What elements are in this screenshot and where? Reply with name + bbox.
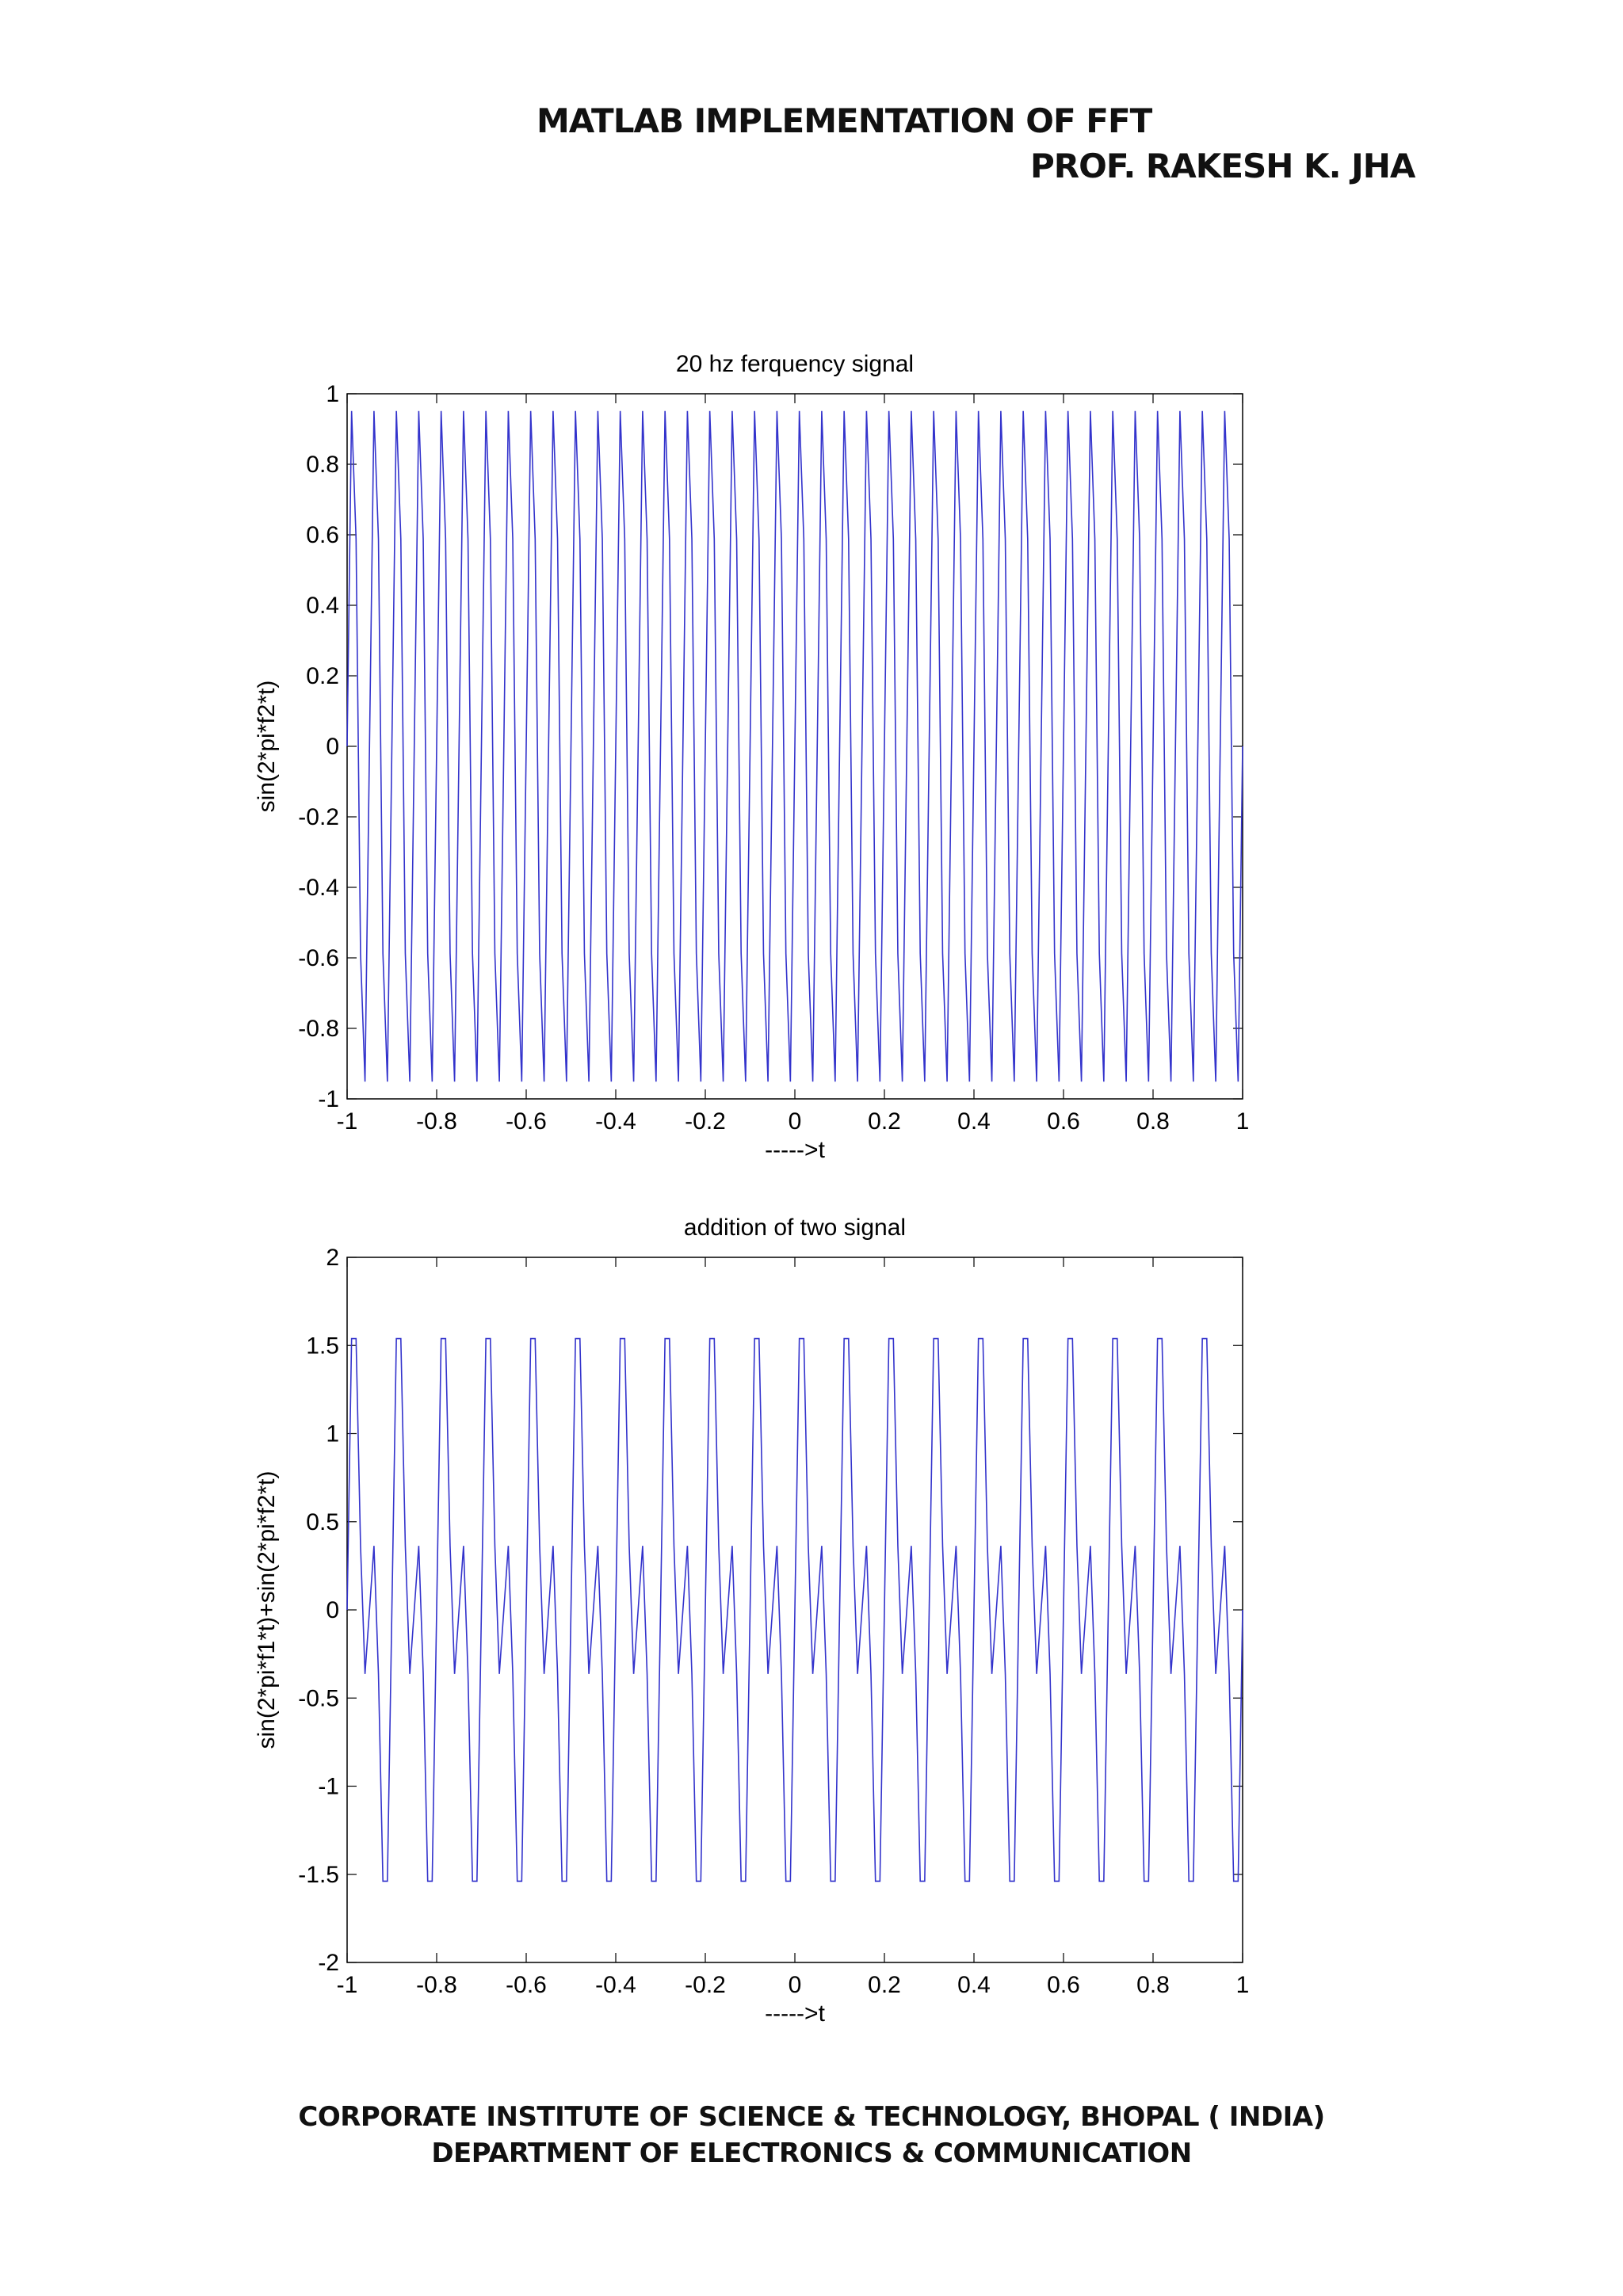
document-title: MATLAB IMPLEMENTATION OF FFT <box>537 101 1152 140</box>
x-tick-label: 0.2 <box>868 1972 901 1998</box>
chart-title: addition of two signal <box>684 1215 906 1241</box>
y-tick-label: -2 <box>318 1950 339 1976</box>
x-tick-label: -0.6 <box>506 1972 547 1998</box>
x-tick-label: -0.2 <box>685 1108 726 1135</box>
y-axis-label: sin(2*pi*f1*t)+sin(2*pi*f2*t) <box>254 1470 280 1749</box>
y-tick-label: -0.8 <box>298 1016 339 1042</box>
x-tick-label: 0.4 <box>957 1108 991 1135</box>
x-tick-label: -1 <box>337 1108 358 1135</box>
x-tick-label: -0.4 <box>595 1108 636 1135</box>
x-tick-label: -0.8 <box>416 1108 457 1135</box>
y-tick-label: 1 <box>326 1421 339 1447</box>
y-tick-label: -0.5 <box>298 1685 339 1711</box>
series-line <box>346 410 1243 1082</box>
y-tick-label: 2 <box>326 1245 339 1271</box>
x-tick-label: 1 <box>1236 1972 1250 1998</box>
footer-institute: CORPORATE INSTITUTE OF SCIENCE & TECHNOL… <box>298 2101 1325 2133</box>
x-tick-label: 0.4 <box>957 1972 991 1998</box>
y-axis-label: sin(2*pi*f2*t) <box>254 681 280 813</box>
series-line <box>346 1337 1243 1882</box>
x-tick-label: -1 <box>337 1972 358 1998</box>
y-tick-label: 0.4 <box>306 593 339 619</box>
x-tick-label: 1 <box>1236 1108 1250 1135</box>
y-tick-label: 0.6 <box>306 522 339 548</box>
chart-title: 20 hz ferquency signal <box>676 351 914 377</box>
y-tick-label: 0.8 <box>306 452 339 478</box>
chart-addition-of-two-signal: -1 -0.8 -0.6 -0.4 -0.2 0 0.2 0.4 0.6 0.8 1 -2 -1.5 -1… <box>254 1215 1250 2027</box>
chart-20hz-signal: -1 -0.8 -0.6 -0.4 -0.2 0 0.2 0.4 0.6 0.8 1 -1 -0.8 -0… <box>254 351 1250 1163</box>
x-tick-label: -0.6 <box>506 1108 547 1135</box>
x-axis-label: ----->t <box>765 1137 825 1163</box>
y-tick-label: -1 <box>318 1774 339 1800</box>
y-tick-label: -0.2 <box>298 804 339 830</box>
x-tick-label: 0.8 <box>1136 1972 1170 1998</box>
x-tick-label: -0.8 <box>416 1972 457 1998</box>
y-tick-label: 1.5 <box>306 1333 339 1359</box>
y-tick-label: 0.5 <box>306 1509 339 1535</box>
x-axis-label: ----->t <box>765 2000 825 2027</box>
x-tick-label: -0.2 <box>685 1972 726 1998</box>
y-tick-label: -0.6 <box>298 945 339 971</box>
y-tick-label: 0 <box>326 1597 339 1623</box>
y-tick-label: -1.5 <box>298 1862 339 1888</box>
x-tick-label: 0 <box>789 1972 802 1998</box>
y-tick-label: -0.4 <box>298 875 339 901</box>
document-author: PROF. RAKESH K. JHA <box>1030 147 1415 185</box>
x-tick-label: -0.4 <box>595 1972 636 1998</box>
footer-department: DEPARTMENT OF ELECTRONICS & COMMUNICATIO… <box>431 2138 1192 2169</box>
y-tick-label: 1 <box>326 381 339 407</box>
y-tick-label: -1 <box>318 1086 339 1112</box>
x-tick-label: 0 <box>789 1108 802 1135</box>
x-tick-label: 0.8 <box>1136 1108 1170 1135</box>
y-tick-label: 0 <box>326 734 339 760</box>
x-tick-label: 0.2 <box>868 1108 901 1135</box>
y-tick-label: 0.2 <box>306 663 339 689</box>
x-tick-label: 0.6 <box>1047 1108 1080 1135</box>
x-tick-label: 0.6 <box>1047 1972 1080 1998</box>
